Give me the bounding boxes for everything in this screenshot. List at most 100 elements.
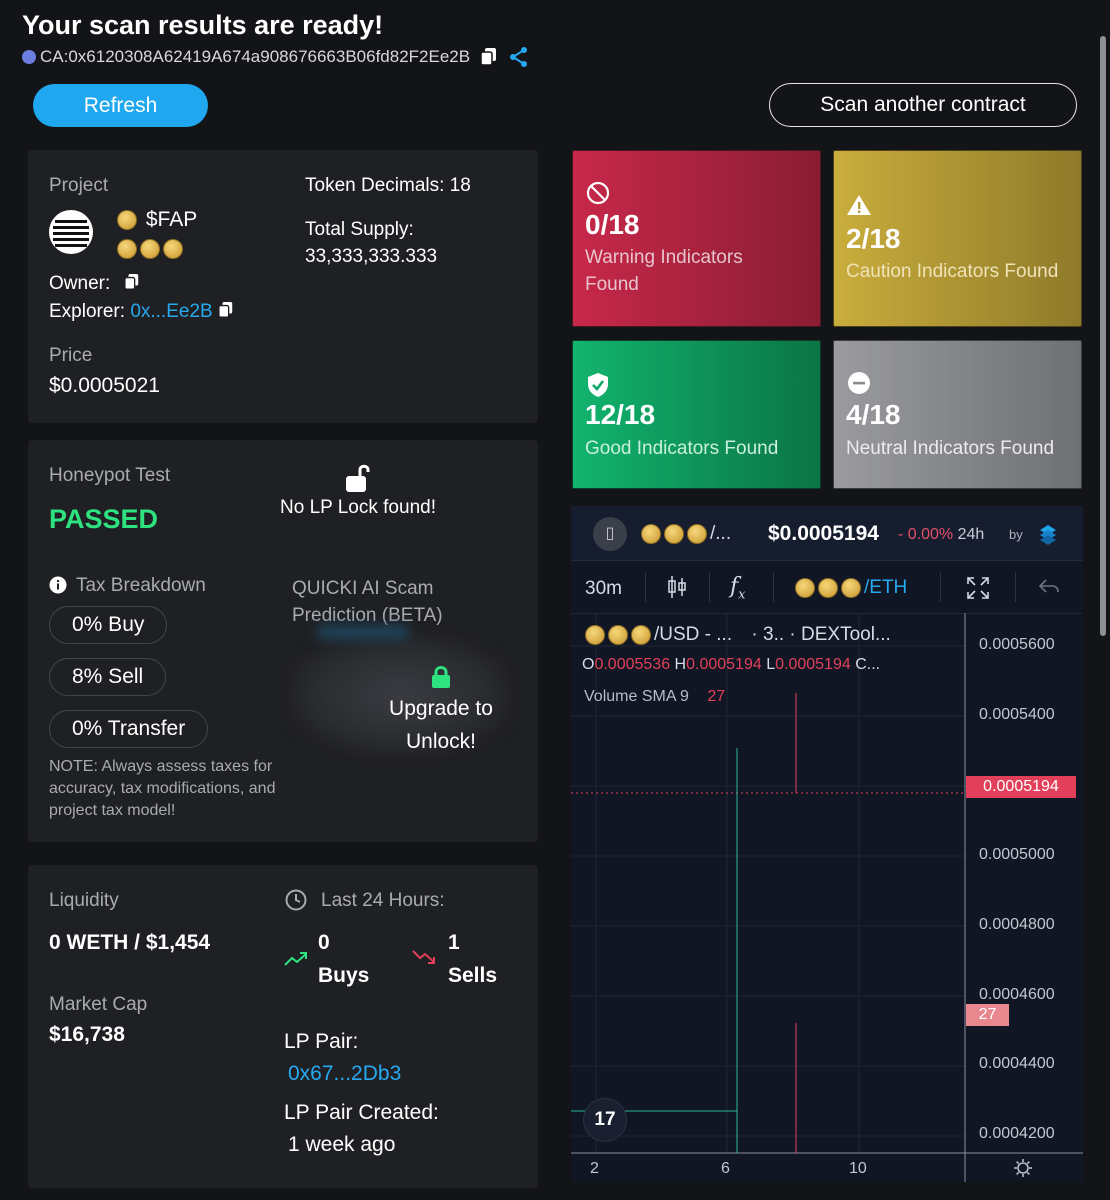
tradingview-logo[interactable]: 17 [583, 1098, 627, 1142]
project-label: Project [49, 175, 109, 196]
x-tick-label: 6 [721, 1160, 730, 1177]
caution-indicators-card[interactable]: 2/18 Caution Indicators Found [833, 150, 1082, 327]
copy-icon[interactable] [218, 301, 234, 319]
neutral-count: 4/18 [846, 399, 901, 430]
info-icon[interactable] [49, 576, 67, 594]
liquidity-label: Liquidity [49, 890, 119, 911]
token-name-row: $FAP [117, 208, 197, 232]
x-tick-label: 2 [590, 1160, 599, 1177]
close-label: C... [855, 656, 881, 673]
sells-label: Sells [448, 964, 498, 987]
price-chart-widget[interactable]: ▯ /... $0.0005194 - 0.00% 24h by 30m fx … [571, 506, 1083, 1182]
scan-another-contract-button[interactable]: Scan another contract [769, 83, 1077, 127]
neutral-indicators-card[interactable]: 4/18 Neutral Indicators Found [833, 340, 1082, 489]
toolbar-divider [773, 572, 774, 602]
coin-emoji-icon [608, 624, 628, 645]
caution-label: Caution Indicators Found [846, 261, 1059, 282]
high-value: 0.0005194 [686, 656, 762, 673]
trend-up-icon [284, 952, 307, 966]
token-decimals: Token Decimals: 18 [305, 175, 471, 196]
settings-gear-icon[interactable] [1013, 1158, 1033, 1178]
y-tick-label: 0.0004400 [979, 1055, 1055, 1072]
coin-emoji-icon [664, 523, 684, 544]
token-emoji-row [117, 239, 186, 259]
explorer-link[interactable]: 0x...Ee2B [130, 301, 213, 322]
refresh-button[interactable]: Refresh [33, 84, 208, 127]
token-logo [49, 210, 93, 254]
coin-emoji-icon [631, 624, 651, 645]
share-icon[interactable] [508, 46, 530, 68]
blurred-ai-content [290, 635, 510, 755]
honeypot-label: Honeypot Test [49, 465, 171, 486]
coin-emoji-icon [140, 239, 160, 259]
good-label: Good Indicators Found [585, 438, 779, 459]
coin-emoji-icon [841, 577, 861, 598]
volume-label: Volume SMA 9 [584, 688, 689, 705]
contract-address: CA:0x6120308A62419A674a908676663B06fd82F… [40, 47, 471, 66]
honeypot-status: PASSED [49, 504, 159, 534]
page-scrollbar[interactable] [1100, 36, 1106, 636]
padlock-icon [432, 666, 450, 688]
y-tick-label: 0.0005600 [979, 636, 1055, 653]
chart-by-label: by [1009, 527, 1023, 542]
coin-emoji-icon [687, 523, 707, 544]
undo-icon[interactable] [1038, 578, 1060, 596]
warning-indicators-card[interactable]: 0/18 Warning Indicators Found [572, 150, 821, 327]
market-cap-label: Market Cap [49, 994, 148, 1015]
transfer-tax-pill: 0% Transfer [49, 710, 209, 748]
high-label: H [674, 656, 687, 673]
price-label: Price [49, 345, 93, 366]
volume-tag: 27 [966, 1004, 1009, 1026]
lp-pair-link[interactable]: 0x67...2Db3 [288, 1062, 402, 1085]
chart-legend-title: /USD - ... · 3.. · DEXTool... [585, 624, 891, 646]
coin-emoji-icon [818, 577, 838, 598]
coin-emoji-icon [641, 523, 661, 544]
clock-icon [285, 889, 307, 911]
coin-emoji-icon [585, 624, 605, 645]
prohibited-icon [586, 181, 610, 205]
current-price-tag: 0.0005194 [966, 776, 1076, 798]
y-tick-label: 0.0005400 [979, 706, 1055, 723]
coin-emoji-icon [795, 577, 815, 598]
shield-check-icon [588, 373, 608, 397]
chart-pair-short: /... [641, 523, 731, 545]
blurred-ai-accent [318, 626, 408, 638]
tax-breakdown-row: Tax Breakdown [49, 575, 206, 597]
toolbar-divider [645, 572, 646, 602]
pair-eth-label: /ETH [864, 577, 908, 598]
coin-emoji-icon [163, 239, 183, 259]
good-indicators-card[interactable]: 12/18 Good Indicators Found [572, 340, 821, 489]
chart-token-logo: ▯ [593, 517, 627, 551]
interval-selector[interactable]: 30m [585, 578, 622, 599]
explorer-row: Explorer: 0x...Ee2B [49, 301, 234, 323]
upgrade-to-unlock[interactable]: Upgrade to Unlock! [389, 697, 493, 753]
low-label: L [766, 656, 776, 673]
copy-icon[interactable] [123, 273, 140, 291]
trend-down-icon [412, 950, 435, 964]
chart-change: - 0.00% [898, 526, 954, 543]
tax-note: NOTE: Always assess taxes for accuracy, … [49, 758, 276, 819]
liquidity-card: Liquidity 0 WETH / $1,454 Market Cap $16… [28, 865, 538, 1188]
liquidity-value: 0 WETH / $1,454 [49, 931, 211, 954]
honeypot-card: Honeypot Test PASSED No LP Lock found! T… [28, 440, 538, 842]
legend-pair: /USD - ... [654, 624, 733, 645]
y-tick-label: 0.0004800 [979, 916, 1055, 933]
candlestick-icon[interactable] [666, 574, 688, 600]
fullscreen-icon[interactable] [966, 576, 990, 600]
toolbar-divider [709, 572, 710, 602]
ethereum-icon [22, 50, 36, 64]
grid-lines [571, 613, 965, 1153]
indicators-fx-icon[interactable]: fx [730, 574, 746, 603]
chart-period: 24h [957, 526, 985, 543]
minus-circle-icon [848, 372, 870, 394]
good-count: 12/18 [585, 399, 656, 430]
price-plot[interactable] [571, 613, 1083, 1182]
unlocked-padlock-icon [346, 464, 370, 492]
chart-change-row: - 0.00% 24h [898, 526, 984, 544]
chart-price: $0.0005194 [768, 522, 879, 545]
last-24-hours-label: Last 24 Hours: [321, 890, 445, 911]
copy-icon[interactable] [480, 47, 498, 67]
explorer-label: Explorer: [49, 301, 126, 322]
compare-pair-button[interactable]: /ETH [795, 577, 907, 599]
volume-legend: Volume SMA 9 27 [584, 688, 725, 706]
